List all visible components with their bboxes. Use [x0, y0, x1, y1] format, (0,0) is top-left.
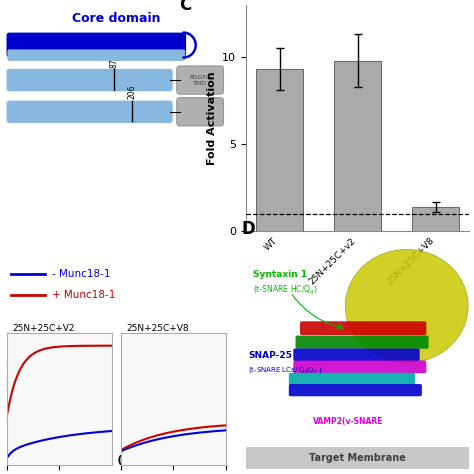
Bar [246, 447, 469, 469]
FancyBboxPatch shape [289, 373, 415, 385]
Text: 87: 87 [109, 58, 118, 68]
Bar [256, 69, 303, 231]
Text: D: D [241, 220, 255, 238]
FancyBboxPatch shape [177, 98, 224, 126]
Text: Core domain: Core domain [72, 11, 161, 25]
FancyBboxPatch shape [293, 348, 419, 361]
Text: C: C [179, 0, 191, 14]
Text: Syntaxin 1: Syntaxin 1 [253, 270, 307, 279]
Text: SNAP-25: SNAP-25 [248, 351, 292, 360]
FancyBboxPatch shape [289, 384, 422, 396]
Ellipse shape [346, 249, 468, 363]
FancyBboxPatch shape [293, 361, 427, 373]
Text: (t-SNARE LCs/ Q$_b$Q$_c$ ): (t-SNARE LCs/ Q$_b$Q$_c$ ) [248, 365, 323, 375]
Bar [412, 207, 459, 231]
Text: + Munc18-1: + Munc18-1 [52, 290, 115, 300]
FancyBboxPatch shape [7, 33, 186, 57]
Text: PDGFR
TMD: PDGFR TMD [190, 75, 211, 86]
FancyBboxPatch shape [7, 69, 173, 91]
Text: (t-SNARE HC/Q$_{a}$): (t-SNARE HC/Q$_{a}$) [253, 283, 317, 296]
Text: Time (min): Time (min) [82, 455, 150, 465]
Text: - Munc18-1: - Munc18-1 [52, 269, 110, 279]
FancyBboxPatch shape [300, 321, 427, 335]
Text: VAMP2(v-SNARE: VAMP2(v-SNARE [313, 417, 383, 426]
FancyBboxPatch shape [7, 100, 173, 123]
Text: Target Membrane: Target Membrane [309, 453, 406, 463]
Text: 206: 206 [128, 85, 137, 100]
Y-axis label: Fold Activation: Fold Activation [207, 71, 217, 165]
Bar [334, 61, 381, 231]
FancyBboxPatch shape [8, 49, 185, 61]
FancyBboxPatch shape [177, 66, 224, 94]
FancyBboxPatch shape [295, 336, 428, 349]
